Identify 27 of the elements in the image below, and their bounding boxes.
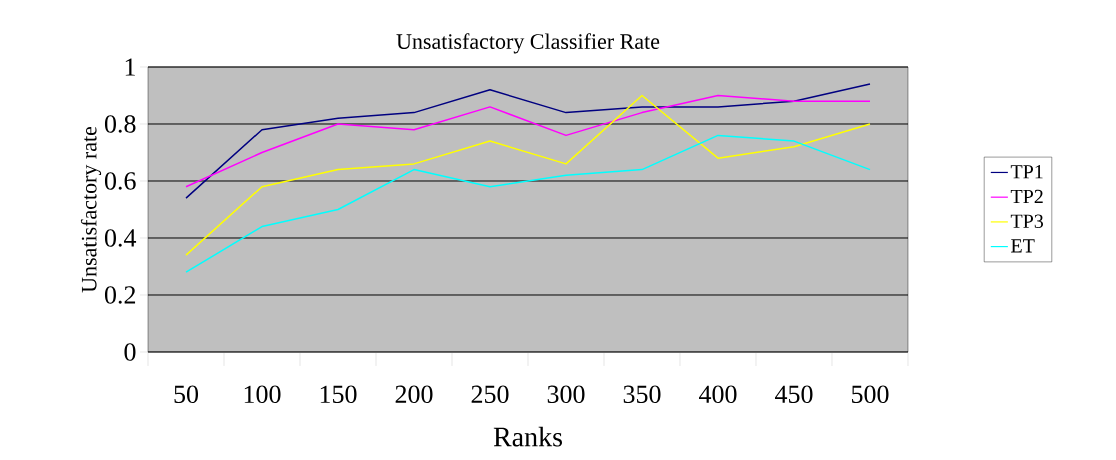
x-tick-label: 300 <box>547 385 585 404</box>
y-tick-label: 1 <box>125 58 135 76</box>
x-tick-label: 500 <box>852 385 889 404</box>
legend-label: ET <box>1011 239 1035 253</box>
line-series <box>185 94 871 188</box>
y-tick-label: 0 <box>124 343 136 361</box>
y-tick-label: 0.8 <box>104 115 136 133</box>
y-axis-title: Unsatisfactory rate <box>80 126 102 293</box>
y-tick-label: 0.2 <box>104 286 136 304</box>
chart-title: Unsatisfactory Classifier Rate <box>396 33 660 54</box>
x-tick-label: 250 <box>471 385 509 404</box>
line-series <box>185 94 871 256</box>
x-tick-label: 200 <box>395 385 433 404</box>
legend-label: TP2 <box>1010 189 1043 204</box>
legend-label: TP3 <box>1010 214 1044 228</box>
y-tick-label: 0.6 <box>104 172 136 190</box>
x-tick-label: 400 <box>699 385 737 404</box>
y-tick-label: 0.4 <box>104 229 137 247</box>
x-axis-title: Ranks <box>493 426 562 447</box>
x-tick-label: 150 <box>320 385 357 404</box>
x-tick-label: 50 <box>174 385 199 404</box>
x-tick-label: 100 <box>244 385 281 404</box>
line-series <box>185 83 871 199</box>
legend-label: TP1 <box>1010 165 1043 179</box>
x-tick-label: 350 <box>623 385 661 404</box>
x-tick-label: 450 <box>775 385 813 404</box>
line-series <box>185 134 871 273</box>
